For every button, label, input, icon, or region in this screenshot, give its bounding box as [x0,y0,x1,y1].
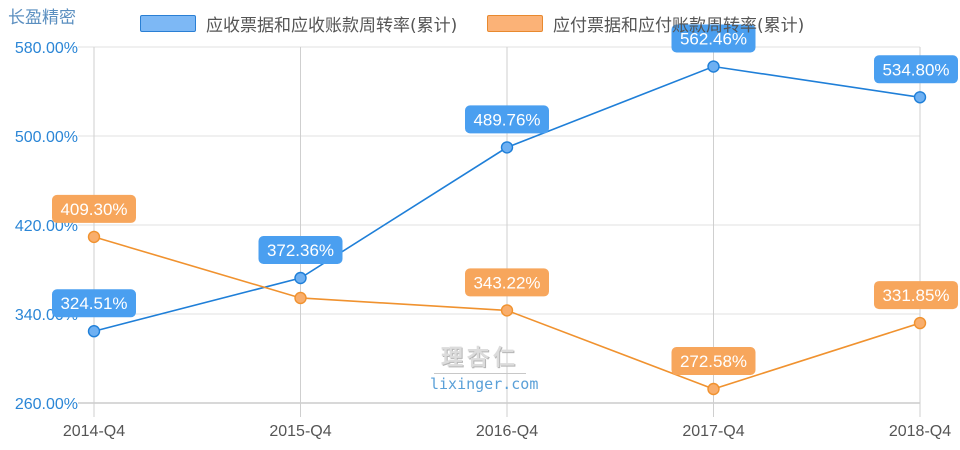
data-label-box [52,289,136,318]
data-label: 324.51% [60,294,127,313]
data-label-box [52,194,136,223]
data-point[interactable] [500,141,514,154]
y-tick-label: 580.00% [15,40,78,57]
data-label: 372.36% [267,241,334,260]
legend-label: 应付票据和应付账款周转率(累计) [553,16,805,36]
data-label: 272.58% [680,352,747,371]
data-label: 534.80% [882,60,949,79]
data-point[interactable] [707,382,720,396]
legend-swatch-orange [487,15,543,32]
data-label-box [465,105,549,134]
data-label: 331.85% [882,286,949,305]
data-label: 343.22% [473,273,540,292]
watermark: 理杏仁 lixinger.com [430,340,539,393]
watermark-cn: 理杏仁 [440,345,519,371]
y-tick-label: 500.00% [15,129,78,146]
data-label-box [258,235,343,264]
x-tick-label: 2016-Q4 [476,423,538,440]
legend-item-payables[interactable]: 应付票据和应付账款周转率(累计) [487,11,804,36]
data-label-box [874,55,958,84]
data-point[interactable] [294,291,307,305]
data-point[interactable] [913,91,927,104]
data-label-box [465,268,549,297]
brand-title: 长盈精密 [8,8,76,28]
data-label-box [671,347,756,376]
x-tick-label: 2018-Q4 [889,423,951,440]
data-point[interactable] [87,325,101,338]
data-point[interactable] [913,316,927,330]
watermark-divider [434,373,526,374]
data-point[interactable] [500,304,514,317]
x-tick-label: 2015-Q4 [269,423,331,440]
data-labels: 324.51% 372.36% 489.76% 562.46% 534.80% 409.3… [52,24,958,376]
data-point[interactable] [87,230,101,244]
series-lines [87,60,927,396]
data-label: 562.46% [680,30,747,49]
x-tick-label: 2014-Q4 [63,423,125,440]
watermark-en: lixinger.com [430,375,539,393]
data-label: 409.30% [60,200,127,219]
legend-item-receivables[interactable]: 应收票据和应收账款周转率(累计) [140,11,457,36]
x-tick-label: 2017-Q4 [682,423,744,440]
y-axis: 260.00%340.00%420.00%500.00%580.00% [15,40,78,413]
legend-swatch-blue [140,15,196,32]
x-axis: 2014-Q4 2015-Q4 2016-Q4 2017-Q4 2018-Q4 [63,423,951,440]
data-label: 489.76% [473,110,540,129]
data-point[interactable] [294,271,307,285]
y-tick-label: 260.00% [15,396,78,413]
data-label-box [671,24,756,53]
legend-label: 应收票据和应收账款周转率(累计) [206,16,458,36]
data-point[interactable] [707,60,720,73]
data-label-box [874,281,958,310]
